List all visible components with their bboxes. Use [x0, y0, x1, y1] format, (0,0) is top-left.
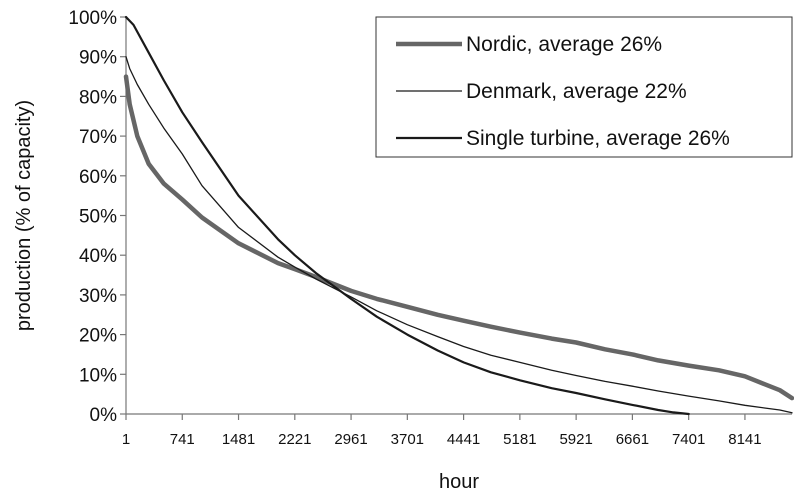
- y-tick-label: 100%: [68, 8, 117, 29]
- x-axis-label: hour: [439, 471, 479, 493]
- series-line-3: [124, 15, 690, 416]
- x-tick-label: 2961: [334, 431, 367, 448]
- legend-entry-1: Nordic, average 26%: [466, 33, 662, 56]
- x-tick-label: 7401: [672, 431, 705, 448]
- x-tick-label: 6661: [616, 431, 649, 448]
- series-layer: [123, 15, 794, 416]
- y-tick-label: 10%: [79, 365, 117, 386]
- x-tick-label: 2221: [278, 431, 311, 448]
- x-tick-label: 3701: [391, 431, 424, 448]
- x-tick-label: 1: [122, 431, 130, 448]
- axes: 0% 10% 20% 30% 40% 50% 60% 70% 80% 90% 100% 1 741 148…: [68, 8, 792, 448]
- y-tick-label: 20%: [79, 326, 117, 347]
- x-tick-label: 5921: [559, 431, 592, 448]
- y-tick-label: 30%: [79, 286, 117, 307]
- series-line-2: [125, 56, 793, 414]
- y-tick-label: 70%: [79, 127, 117, 148]
- legend-entry-2: Denmark, average 22%: [466, 80, 687, 103]
- y-tick-label: 50%: [79, 207, 117, 228]
- y-tick-label: 80%: [79, 87, 117, 108]
- x-tick-label: 8141: [728, 431, 761, 448]
- legend-entry-3: Single turbine, average 26%: [466, 127, 730, 150]
- y-tick-label: 90%: [79, 48, 117, 69]
- y-tick-label: 0%: [90, 405, 118, 426]
- y-tick-label: 60%: [79, 167, 117, 188]
- x-tick-label: 4441: [447, 431, 480, 448]
- y-tick-label: 40%: [79, 246, 117, 267]
- legend: Nordic, average 26% Denmark, average 22% S…: [375, 16, 793, 158]
- x-tick-label: 1481: [222, 431, 255, 448]
- legend-box: [375, 16, 793, 158]
- x-tick-label: 5181: [503, 431, 536, 448]
- series-line-1: [123, 74, 794, 401]
- x-tick-label: 741: [170, 431, 195, 448]
- y-axis-label: production (% of capacity): [13, 100, 35, 331]
